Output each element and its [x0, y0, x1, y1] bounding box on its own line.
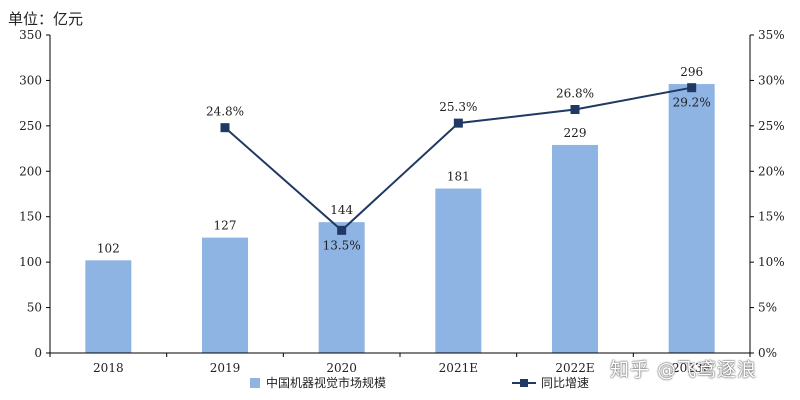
- y-right-tick-label: 20%: [758, 164, 785, 178]
- y-left-tick-label: 150: [19, 210, 42, 224]
- bar-value-label: 127: [214, 219, 237, 233]
- y-left-tick-label: 350: [19, 28, 42, 42]
- bar-2020: [318, 222, 365, 353]
- y-left-tick-label: 200: [19, 164, 42, 178]
- bar-value-label: 144: [330, 203, 353, 217]
- bar-2019: [202, 237, 248, 353]
- y-left-tick-label: 300: [19, 73, 42, 87]
- growth-point-2020: [337, 225, 347, 235]
- y-left-tick-label: 100: [19, 255, 42, 269]
- bar-2018: [85, 260, 132, 353]
- y-left-tick-label: 50: [27, 301, 42, 315]
- y-right-tick-label: 15%: [758, 210, 785, 224]
- x-tick-label: 2023E: [672, 361, 711, 375]
- growth-point-2021E: [453, 118, 463, 128]
- growth-value-label: 26.8%: [556, 87, 594, 101]
- y-right-tick-label: 30%: [758, 73, 785, 87]
- y-right-tick-label: 35%: [758, 28, 785, 42]
- growth-value-label: 13.5%: [323, 238, 361, 252]
- x-tick-label: 2021E: [439, 361, 478, 375]
- growth-value-label: 25.3%: [439, 100, 477, 114]
- growth-value-label: 24.8%: [206, 105, 244, 119]
- growth-value-label: 29.2%: [673, 96, 711, 110]
- legend-line-marker: [520, 379, 528, 387]
- y-right-tick-label: 5%: [758, 301, 777, 315]
- growth-point-2019: [220, 123, 230, 133]
- x-tick-label: 2022E: [555, 361, 594, 375]
- growth-point-2022E: [570, 105, 580, 115]
- bar-2023E: [668, 84, 715, 353]
- y-right-tick-label: 0%: [758, 346, 777, 360]
- bar-value-label: 181: [447, 170, 470, 184]
- legend-bar-swatch: [250, 378, 260, 388]
- unit-label: 单位：亿元: [8, 10, 84, 28]
- watermark: 知乎 @飞鸢逐浪: [610, 359, 758, 381]
- y-right-tick-label: 25%: [758, 119, 785, 133]
- bar-value-label: 229: [564, 126, 587, 140]
- y-left-tick-label: 250: [19, 119, 42, 133]
- y-right-tick-label: 10%: [758, 255, 785, 269]
- x-tick-label: 2019: [210, 361, 241, 375]
- bar-value-label: 296: [680, 65, 703, 79]
- x-tick-label: 2018: [93, 361, 124, 375]
- legend-line-label: 同比增速: [541, 376, 589, 390]
- y-left-tick-label: 0: [34, 346, 42, 360]
- bar-2022E: [552, 144, 598, 353]
- legend-bar-label: 中国机器视觉市场规模: [266, 375, 386, 390]
- growth-point-2023E: [687, 83, 697, 93]
- bar-2021E: [435, 188, 482, 353]
- x-tick-label: 2020: [326, 361, 357, 375]
- bar-value-label: 102: [97, 241, 120, 255]
